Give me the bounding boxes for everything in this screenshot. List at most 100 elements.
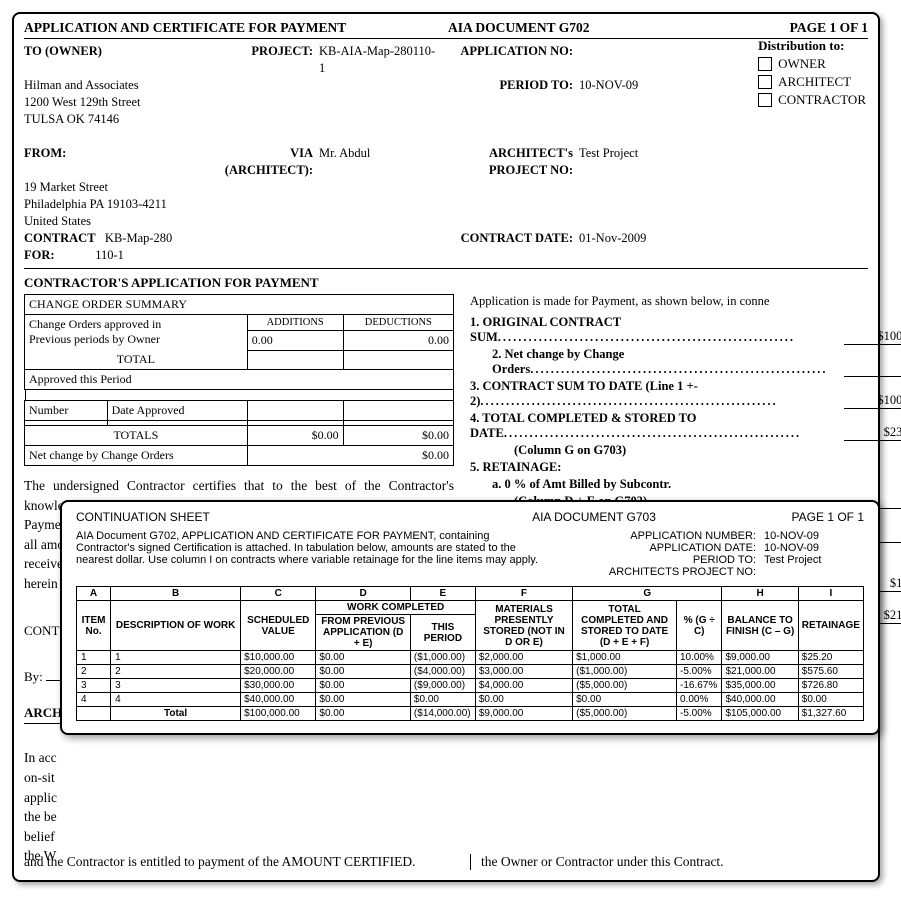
contractdate-value: 01-Nov-2009 bbox=[579, 230, 689, 247]
arch-tail: and the Contractor is entitled to paymen… bbox=[24, 854, 454, 870]
g703-title: CONTINUATION SHEET bbox=[76, 510, 464, 524]
arch-text: In acc on-sit applic the be belief the W bbox=[24, 748, 454, 865]
g703-row: 33$30,000.00$0.00($9,000.00)$4,000.00($5… bbox=[77, 679, 864, 693]
g703-cell: $10,000.00 bbox=[241, 651, 316, 665]
to-label: TO (OWNER) bbox=[24, 43, 224, 77]
checkbox-architect[interactable] bbox=[758, 75, 772, 89]
period-value: 10-NOV-09 bbox=[579, 77, 689, 94]
g703-desc: AIA Document G702, APPLICATION AND CERTI… bbox=[76, 530, 544, 578]
cap-title: CONTRACTOR'S APPLICATION FOR PAYMENT bbox=[24, 275, 868, 291]
g703-cell: $0.00 bbox=[316, 665, 411, 679]
tot-pc: -5.00% bbox=[677, 707, 722, 721]
checkbox-owner[interactable] bbox=[758, 57, 772, 71]
period-label: PERIOD TO: bbox=[439, 77, 579, 94]
cD: D bbox=[316, 587, 411, 601]
contractfor-v2: 110-1 bbox=[95, 248, 124, 262]
cG: G bbox=[573, 587, 722, 601]
cosum-totadd: $0.00 bbox=[247, 426, 343, 446]
cB: B bbox=[111, 587, 241, 601]
mk2: APPLICATION DATE: bbox=[564, 542, 764, 554]
tot-sv: $100,000.00 bbox=[241, 707, 316, 721]
from-addr2: Philadelphia PA 19103-4211 bbox=[24, 196, 224, 213]
g703-cell: ($4,000.00) bbox=[410, 665, 475, 679]
g703-cell: $40,000.00 bbox=[722, 693, 798, 707]
l4b: (Column G on G703) bbox=[470, 443, 901, 458]
g703-row: 44$40,000.00$0.00$0.00$0.00$0.000.00%$40… bbox=[77, 693, 864, 707]
g703-cell: ($9,000.00) bbox=[410, 679, 475, 693]
cI: I bbox=[798, 587, 863, 601]
tot-bf: $105,000.00 bbox=[722, 707, 798, 721]
tot-fp: $0.00 bbox=[316, 707, 411, 721]
dist-owner: OWNER bbox=[778, 56, 826, 72]
cosum-dateapp: Date Approved bbox=[107, 401, 247, 421]
checkbox-contractor[interactable] bbox=[758, 93, 772, 107]
dist-title: Distribution to: bbox=[758, 38, 866, 54]
g702-title: APPLICATION AND CERTIFICATE FOR PAYMENT bbox=[24, 20, 448, 36]
contractdate-label: CONTRACT DATE: bbox=[439, 230, 579, 247]
contractfor-v1: KB-Map-280 bbox=[105, 231, 172, 245]
g703-cell: $575.60 bbox=[798, 665, 863, 679]
owner-tail: the Owner or Contractor under this Contr… bbox=[470, 854, 868, 870]
g702-document: APPLICATION AND CERTIFICATE FOR PAYMENT … bbox=[12, 12, 880, 882]
mv2: 10-NOV-09 bbox=[764, 542, 864, 554]
cE: E bbox=[410, 587, 475, 601]
g703-cell: -5.00% bbox=[677, 665, 722, 679]
contractfor-label: CONTRACT bbox=[24, 231, 96, 245]
cosum-add-prev: 0.00 bbox=[247, 330, 343, 350]
via-label: VIA (ARCHITECT): bbox=[224, 145, 319, 179]
v3: $100,000.00 bbox=[844, 393, 901, 409]
tot-tp: ($14,000.00) bbox=[410, 707, 475, 721]
g703-cell: 1 bbox=[77, 651, 111, 665]
g703-cell: 3 bbox=[77, 679, 111, 693]
v1: $100,000.00 bbox=[844, 329, 901, 345]
c-thisper: THIS PERIOD bbox=[410, 615, 475, 651]
cosum-row2: Previous periods by Owner bbox=[29, 332, 243, 347]
project-value: KB-AIA-Map-280110-1 bbox=[319, 43, 439, 77]
archproj-label: ARCHITECT's PROJECT NO: bbox=[439, 145, 579, 179]
tot-tc: ($5,000.00) bbox=[573, 707, 677, 721]
g702-header: APPLICATION AND CERTIFICATE FOR PAYMENT … bbox=[24, 20, 868, 39]
c-desc: DESCRIPTION OF WORK bbox=[111, 601, 241, 651]
cosum-netval: $0.00 bbox=[247, 446, 453, 466]
g703-cell: $2,000.00 bbox=[475, 651, 572, 665]
mv4 bbox=[764, 566, 864, 578]
to-addr2: TULSA OK 74146 bbox=[24, 111, 224, 128]
to-addr1: 1200 West 129th Street bbox=[24, 94, 224, 111]
via-value: Mr. Abdul bbox=[319, 145, 439, 179]
c-pct: % (G ÷ C) bbox=[677, 601, 722, 651]
appno-value bbox=[579, 43, 689, 77]
tot-lbl: Total bbox=[111, 707, 241, 721]
g703-cell: 4 bbox=[77, 693, 111, 707]
g703-cell: ($1,000.00) bbox=[410, 651, 475, 665]
g703-header: CONTINUATION SHEET AIA DOCUMENT G703 PAG… bbox=[76, 510, 864, 524]
tot-ms: $9,000.00 bbox=[475, 707, 572, 721]
mk3: PERIOD TO: bbox=[564, 554, 764, 566]
c-mat: MATERIALS PRESENTLY STORED (NOT IN D OR … bbox=[475, 601, 572, 651]
g703-cell: $30,000.00 bbox=[241, 679, 316, 693]
dist-architect: ARCHITECT bbox=[778, 74, 851, 90]
g703-meta: APPLICATION NUMBER:10-NOV-09 APPLICATION… bbox=[564, 530, 864, 578]
g703-cell: $21,000.00 bbox=[722, 665, 798, 679]
g703-row: 11$10,000.00$0.00($1,000.00)$2,000.00$1,… bbox=[77, 651, 864, 665]
g703-cell: -16.67% bbox=[677, 679, 722, 693]
g703-cell: $25.20 bbox=[798, 651, 863, 665]
g703-cell: $0.00 bbox=[798, 693, 863, 707]
cosum-ded-prev: 0.00 bbox=[343, 330, 453, 350]
c-wc: WORK COMPLETED bbox=[316, 601, 475, 615]
g703-cell: $0.00 bbox=[410, 693, 475, 707]
g703-row: 22$20,000.00$0.00($4,000.00)$3,000.00($1… bbox=[77, 665, 864, 679]
c-itemno: ITEM No. bbox=[77, 601, 111, 651]
app-intro: Application is made for Payment, as show… bbox=[470, 294, 901, 309]
g702-info-grid: TO (OWNER) PROJECT: KB-AIA-Map-280110-1 … bbox=[24, 43, 868, 264]
from-addr1: 19 Market Street bbox=[24, 179, 224, 196]
g703-page: PAGE 1 OF 1 bbox=[724, 510, 864, 524]
g703-docid: AIA DOCUMENT G703 bbox=[464, 510, 724, 524]
cH: H bbox=[722, 587, 798, 601]
g703-cell: $40,000.00 bbox=[241, 693, 316, 707]
g703-cell: $0.00 bbox=[316, 679, 411, 693]
c-fromprev: FROM PREVIOUS APPLICATION (D + E) bbox=[316, 615, 411, 651]
g703-cell: $0.00 bbox=[573, 693, 677, 707]
g703-cell: ($5,000.00) bbox=[573, 679, 677, 693]
g703-total-row: Total $100,000.00 $0.00 ($14,000.00) $9,… bbox=[77, 707, 864, 721]
g703-cell: $0.00 bbox=[316, 693, 411, 707]
